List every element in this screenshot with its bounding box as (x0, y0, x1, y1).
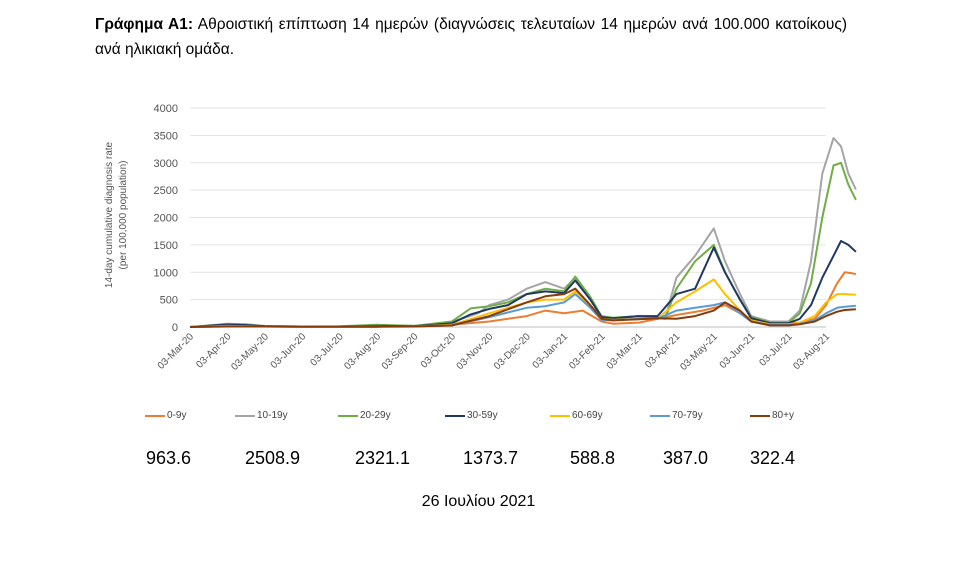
legend-item-20-29y: 20-29y (338, 410, 391, 421)
legend-label: 0-9y (167, 410, 187, 421)
figure-caption: Γράφημα Α1: Αθροιστική επίπτωση 14 ημερώ… (95, 12, 847, 62)
y-gridlines (190, 107, 826, 328)
legend-swatch (338, 414, 358, 417)
x-tick-label: 03-Dec-20 (492, 331, 533, 372)
caption-label: Γράφημα Α1: (95, 16, 194, 33)
series-line-30-59y (189, 240, 857, 328)
value-30-59y: 1373.7 (463, 448, 519, 468)
legend-swatch (750, 414, 770, 417)
value-0-9y: 963.6 (146, 448, 192, 468)
legend-label: 20-29y (360, 410, 391, 421)
value-70-79y: 387.0 (663, 448, 709, 468)
series-lines (189, 137, 857, 328)
chart-legend: 0-9y 10-19y 20-29y 30-59y 60-69y 70-79y 80+y (145, 410, 845, 430)
caption-text: Αθροιστική επίπτωση 14 ημερών (διαγνώσει… (95, 16, 847, 58)
x-tick-label: 03-Sep-20 (380, 331, 421, 372)
y-tick-label: 0 (172, 322, 178, 334)
y-tick-label: 4000 (154, 103, 178, 115)
series-line-80plusy (189, 287, 856, 328)
x-tick-label: 03-Jun-20 (269, 331, 309, 371)
legend-item-30-59y: 30-59y (445, 410, 498, 421)
legend-swatch (550, 414, 570, 417)
y-tick-label: 2000 (154, 213, 178, 225)
y-tick-label: 500 (160, 295, 178, 307)
legend-label: 80+y (772, 410, 794, 421)
legend-swatch (235, 414, 255, 417)
x-tick-label: 03-Nov-20 (455, 331, 496, 372)
legend-swatch (145, 414, 165, 417)
legend-label: 70-79y (672, 410, 703, 421)
x-tick-label: 03-May-21 (678, 331, 720, 373)
x-tick-label: 03-Aug-20 (342, 331, 383, 372)
x-tick-label: 03-Feb-21 (567, 331, 608, 372)
x-tick-label: 03-Mar-21 (605, 331, 646, 372)
x-tick-label: 03-Apr-20 (194, 331, 234, 371)
latest-values: 963.6 2508.9 2321.1 1373.7 588.8 387.0 3… (0, 448, 957, 474)
y-tick-label: 3500 (154, 130, 178, 142)
legend-label: 30-59y (467, 410, 498, 421)
report-date: 26 Ιουλίου 2021 (421, 493, 536, 510)
x-tick-label: 03-Aug-21 (791, 331, 832, 372)
y-tick-labels: 0 500 1000 1500 2000 2500 3000 3500 4000 (154, 103, 178, 334)
x-tick-label: 03-Jul-20 (309, 331, 347, 369)
x-tick-label: 03-Mar-20 (156, 331, 197, 372)
legend-item-0-9y: 0-9y (145, 410, 186, 421)
line-chart: 0 500 1000 1500 2000 2500 3000 3500 4000 03-Mar-… (104, 103, 857, 373)
y-tick-label: 3000 (154, 158, 178, 170)
x-tick-label: 03-Oct-20 (419, 331, 459, 371)
x-tick-label: 03-Jan-21 (531, 331, 571, 371)
y-axis-label-line1: 14-day cumulative diagnosis rate (104, 141, 115, 288)
x-tick-label: 03-May-20 (229, 331, 271, 373)
series-line-10-19y (189, 137, 857, 328)
legend-swatch (650, 414, 670, 417)
legend-label: 60-69y (572, 410, 603, 421)
value-20-29y: 2321.1 (355, 448, 411, 468)
legend-label: 10-19y (257, 410, 288, 421)
value-80plus: 322.4 (750, 448, 796, 468)
y-tick-label: 1500 (154, 240, 178, 252)
x-tick-label: 03-Jun-21 (718, 331, 758, 371)
y-axis-label-line2: (per 100,000 population) (118, 161, 129, 270)
y-tick-label: 1000 (154, 267, 178, 279)
legend-item-60-69y: 60-69y (550, 410, 603, 421)
value-60-69y: 588.8 (570, 448, 616, 468)
legend-item-10-19y: 10-19y (235, 410, 288, 421)
legend-item-70-79y: 70-79y (650, 410, 703, 421)
legend-swatch (445, 414, 465, 417)
x-tick-label: 03-Jul-21 (757, 331, 795, 369)
y-tick-label: 2500 (154, 185, 178, 197)
legend-item-80plusy: 80+y (750, 410, 794, 421)
value-10-19y: 2508.9 (245, 448, 301, 468)
x-tick-label: 03-Apr-21 (643, 331, 683, 371)
